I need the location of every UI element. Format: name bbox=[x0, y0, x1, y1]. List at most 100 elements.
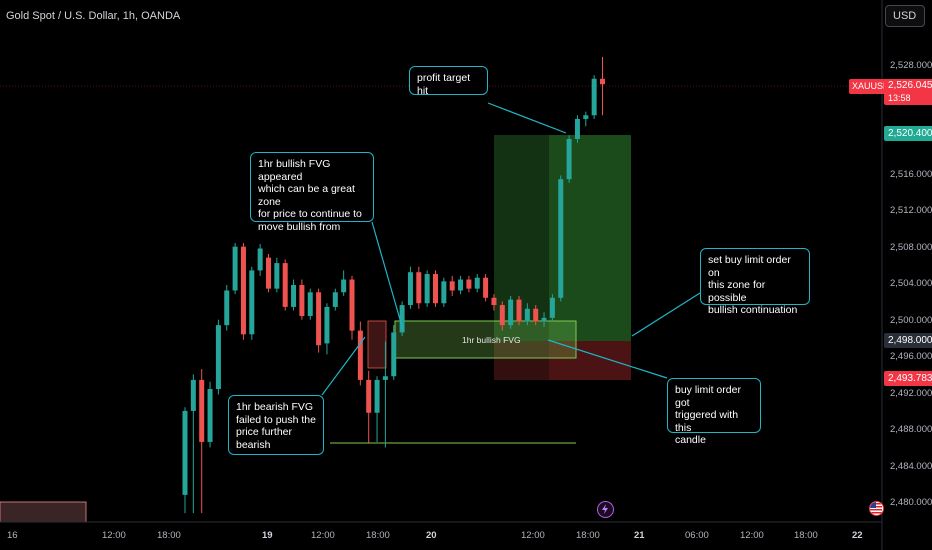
bar-countdown: 13:58 bbox=[888, 93, 911, 103]
symbol-tag: XAUUSD bbox=[849, 79, 893, 94]
lightning-event-icon[interactable] bbox=[597, 501, 614, 518]
time-tick: 18:00 bbox=[366, 530, 390, 541]
candle-body bbox=[416, 272, 422, 304]
candle-body bbox=[591, 78, 597, 116]
time-tick: 19 bbox=[262, 530, 273, 541]
time-tick: 18:00 bbox=[576, 530, 600, 541]
candles-layer bbox=[182, 56, 605, 514]
time-tick: 18:00 bbox=[157, 530, 181, 541]
candle-body bbox=[349, 279, 355, 331]
bearish-fvg-callout[interactable]: 1hr bearish FVG failed to push the price… bbox=[228, 395, 324, 455]
candle-body bbox=[341, 279, 347, 293]
current-price-value: 2,526.045 bbox=[888, 80, 932, 91]
candle-body bbox=[549, 297, 555, 318]
candle-body bbox=[274, 263, 280, 289]
candle-body bbox=[282, 263, 288, 307]
price-tick: 2,500.000 bbox=[890, 315, 932, 326]
candle-body bbox=[232, 246, 238, 291]
candle-body bbox=[215, 325, 221, 390]
us-flag-icon[interactable] bbox=[869, 501, 884, 516]
price-tick: 2,508.000 bbox=[890, 242, 932, 253]
candle-body bbox=[307, 292, 313, 317]
candle-body bbox=[424, 274, 430, 304]
buy-limit-set-callout[interactable]: set buy limit order on this zone for pos… bbox=[700, 248, 810, 316]
candle-body bbox=[474, 277, 480, 289]
time-tick: 12:00 bbox=[740, 530, 764, 541]
chart-title: Gold Spot / U.S. Dollar, 1h, OANDA bbox=[6, 10, 181, 22]
candle-body bbox=[190, 379, 196, 411]
time-tick: 12:00 bbox=[102, 530, 126, 541]
candle-body bbox=[266, 257, 271, 289]
current-price-badge[interactable]: 2,526.045 13:58 bbox=[884, 79, 932, 105]
bearish-fvg-zone[interactable] bbox=[367, 320, 387, 369]
price-tick: 2,528.000 bbox=[890, 60, 932, 71]
candle-body bbox=[332, 292, 338, 307]
buy-limit-triggered-callout[interactable]: buy limit order got triggered with this … bbox=[667, 378, 761, 446]
time-tick: 22 bbox=[852, 530, 863, 541]
price-tick: 2,496.000 bbox=[890, 351, 932, 362]
bullish-fvg-callout[interactable]: 1hr bullish FVG appeared which can be a … bbox=[250, 152, 374, 233]
previous-zone-box bbox=[0, 501, 87, 523]
candle-body bbox=[524, 308, 530, 322]
price-tick: 2,504.000 bbox=[890, 278, 932, 289]
entry-price-badge[interactable]: 2,498.000 bbox=[884, 333, 932, 348]
stop-price-badge[interactable]: 2,493.783 bbox=[884, 371, 932, 386]
candle-body bbox=[600, 78, 605, 85]
price-tick: 2,484.000 bbox=[890, 461, 932, 472]
candle-body bbox=[541, 317, 547, 322]
time-tick: 16 bbox=[7, 530, 18, 541]
price-tick: 2,516.000 bbox=[890, 169, 932, 180]
candle-body bbox=[207, 389, 213, 442]
time-tick: 20 bbox=[426, 530, 437, 541]
candle-body bbox=[441, 281, 447, 304]
candle-body bbox=[199, 379, 205, 442]
candle-body bbox=[483, 277, 489, 298]
candle-body bbox=[516, 299, 522, 322]
bullish-fvg-label: 1hr bullish FVG bbox=[462, 335, 521, 345]
target-price-badge[interactable]: 2,520.400 bbox=[884, 126, 932, 141]
candle-body bbox=[374, 379, 380, 413]
candle-body bbox=[399, 305, 405, 333]
candle-body bbox=[257, 248, 263, 271]
candle-body bbox=[508, 299, 514, 326]
candle-body bbox=[558, 179, 564, 298]
candle-body bbox=[391, 332, 397, 377]
candle-body bbox=[533, 308, 539, 322]
candle-body bbox=[324, 306, 330, 344]
candle-body bbox=[466, 279, 472, 289]
candle-body bbox=[366, 379, 372, 413]
price-tick: 2,492.000 bbox=[890, 388, 932, 399]
time-tick: 21 bbox=[634, 530, 645, 541]
candle-body bbox=[491, 297, 497, 306]
candle-body bbox=[574, 118, 580, 139]
candle-body bbox=[382, 376, 388, 380]
candle-body bbox=[240, 246, 246, 335]
candle-body bbox=[291, 285, 297, 307]
price-tick: 2,512.000 bbox=[890, 205, 932, 216]
bullish-fvg-zone[interactable] bbox=[394, 320, 577, 359]
candle-body bbox=[224, 290, 230, 326]
candle-body bbox=[316, 292, 322, 346]
candle-body bbox=[299, 285, 305, 317]
price-tick: 2,480.000 bbox=[890, 497, 932, 508]
callout-pointers bbox=[321, 102, 701, 396]
time-tick: 12:00 bbox=[521, 530, 545, 541]
stop-zone-active bbox=[549, 341, 631, 380]
time-tick: 18:00 bbox=[794, 530, 818, 541]
candle-body bbox=[249, 270, 255, 335]
candle-body bbox=[566, 139, 572, 180]
candle-body bbox=[182, 410, 188, 495]
time-tick: 06:00 bbox=[685, 530, 709, 541]
candle-body bbox=[407, 272, 413, 306]
candle-body bbox=[357, 330, 363, 380]
candle-body bbox=[458, 279, 464, 291]
candle-body bbox=[583, 115, 589, 119]
profit-target-callout[interactable]: profit target hit bbox=[409, 66, 488, 97]
time-tick: 12:00 bbox=[311, 530, 335, 541]
candle-body bbox=[499, 305, 505, 326]
currency-button[interactable]: USD bbox=[885, 5, 925, 27]
candle-body bbox=[449, 281, 455, 291]
candle-body bbox=[433, 274, 438, 304]
price-tick: 2,488.000 bbox=[890, 424, 932, 435]
